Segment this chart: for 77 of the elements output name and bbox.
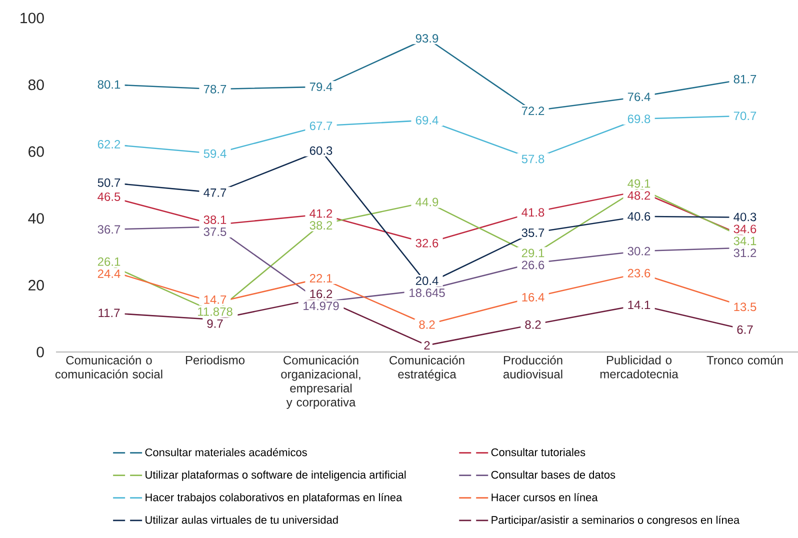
data-label: 26.1 [98, 257, 120, 266]
x-tick-label: Periodismo [186, 356, 244, 364]
data-label: 14.7 [204, 295, 226, 304]
data-label: 60.3 [310, 146, 332, 155]
data-label: 59.4 [204, 149, 226, 158]
legend-label: Utilizar aulas virtuales de tu universidad [146, 516, 338, 524]
data-label: 14.1 [628, 300, 650, 310]
data-label: 18.645 [410, 288, 445, 298]
data-label: 50.7 [98, 178, 120, 187]
legend-label: Participar/asistir a seminarios o congresos en línea [492, 516, 740, 526]
data-label: 36.7 [98, 225, 120, 234]
data-label: 23.6 [628, 268, 650, 278]
legend-label: Utilizar plataformas o software de inteligencia artificial [146, 470, 406, 481]
legend-label: Consultar materiales académicos [145, 448, 307, 456]
legend-label: Consultar tutoriales [491, 448, 586, 456]
data-label: 34.6 [734, 224, 756, 234]
data-label: 8.2 [525, 320, 541, 329]
y-tick-label: 80 [28, 79, 44, 90]
data-label: 20.4 [416, 276, 438, 286]
data-label: 2 [424, 341, 430, 350]
data-label: 93.9 [416, 34, 438, 43]
data-label: 9.7 [207, 319, 223, 328]
data-label: 16.2 [310, 290, 332, 298]
data-label: 76.4 [628, 92, 650, 102]
data-label: 14.979 [304, 302, 339, 310]
data-label: 81.7 [734, 74, 756, 84]
data-label: 69.8 [628, 114, 650, 124]
y-tick-label: 60 [28, 146, 44, 157]
y-tick-label: 20 [28, 280, 44, 291]
data-label: 29.1 [522, 248, 544, 258]
y-tick-label: 100 [20, 12, 44, 24]
data-label: 40.6 [628, 212, 650, 221]
data-label: 79.4 [310, 82, 332, 92]
data-label: 34.1 [734, 236, 756, 246]
legend-label: Hacer trabajos colaborativos en plataformas en línea [146, 493, 402, 504]
data-label: 41.8 [522, 208, 544, 217]
data-label: 38.1 [204, 216, 226, 224]
data-label: 8.2 [419, 320, 435, 329]
x-tick-label: Publicidad o mercadotecnia [600, 356, 678, 378]
data-label: 11.7 [98, 308, 120, 318]
data-label: 16.4 [522, 292, 544, 302]
data-label: 26.6 [522, 260, 544, 270]
data-label: 47.7 [204, 188, 226, 197]
x-tick-label: Producción audiovisual [503, 356, 562, 378]
data-label: 70.7 [734, 112, 756, 120]
data-label: 38.2 [310, 221, 332, 230]
data-label: 13.5 [734, 302, 756, 312]
data-label: 67.7 [310, 122, 332, 130]
data-label: 57.8 [522, 154, 544, 164]
legend-label: Consultar bases de datos [491, 470, 616, 479]
data-label: 11.878 [198, 307, 232, 316]
data-label: 46.5 [98, 192, 120, 201]
x-tick-label: Comunicación organizacional, empresarial y corporativa [281, 356, 360, 409]
x-tick-label: Comunicación estratégica [390, 356, 464, 381]
data-label: 62.2 [98, 140, 120, 149]
data-label: 6.7 [737, 325, 753, 334]
data-label: 31.2 [734, 248, 756, 258]
data-label: 80.1 [98, 80, 120, 89]
x-tick-label: Tronco común [706, 356, 783, 364]
data-label: 24.4 [98, 269, 120, 278]
data-label: 30.2 [628, 246, 650, 256]
data-label: 69.4 [416, 116, 438, 124]
y-tick-label: 40 [28, 213, 44, 224]
data-label: 49.1 [628, 179, 650, 188]
legend-label: Hacer cursos en línea [492, 493, 598, 502]
data-label: 40.3 [734, 212, 756, 222]
data-label: 41.2 [310, 209, 332, 218]
data-label: 78.7 [204, 84, 226, 94]
data-label: 22.1 [310, 274, 332, 282]
data-label: 32.6 [416, 238, 438, 248]
y-tick-label: 0 [36, 346, 44, 358]
data-label: 48.2 [628, 191, 650, 200]
data-label: 44.9 [416, 198, 438, 206]
data-label: 35.7 [522, 228, 544, 238]
x-tick-label: Comunicación o comunicación social [55, 356, 162, 378]
data-label: 72.2 [522, 106, 544, 116]
data-label: 37.5 [204, 228, 226, 236]
